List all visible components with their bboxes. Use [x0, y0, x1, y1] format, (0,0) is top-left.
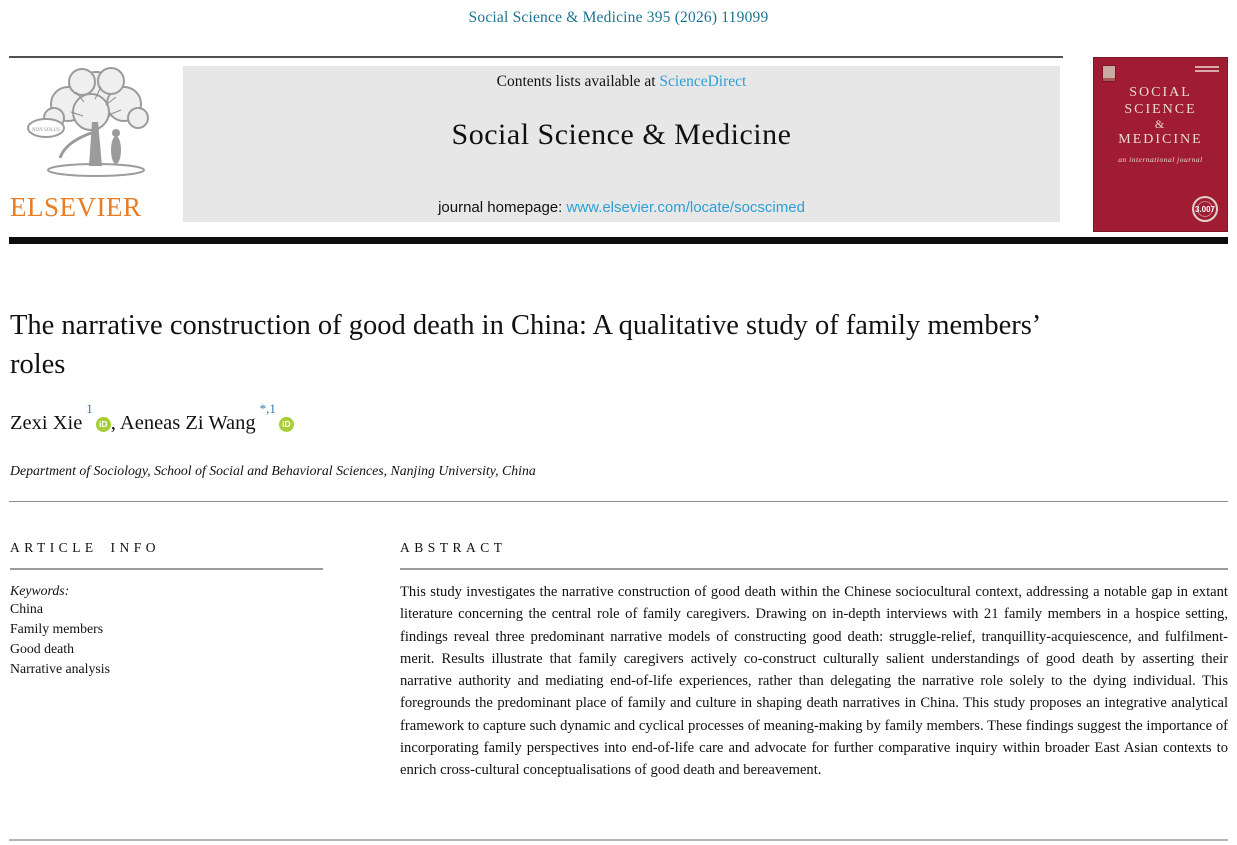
keywords-label: Keywords:: [10, 583, 70, 598]
cover-title: SOCIAL SCIENCE & MEDICINE: [1118, 85, 1203, 147]
affiliation: Department of Sociology, School of Socia…: [10, 463, 536, 478]
top-rule: [9, 56, 1063, 58]
abstract-text: This study investigates the narrative co…: [400, 584, 1228, 779]
homepage-link[interactable]: www.elsevier.com/locate/socscimed: [566, 199, 805, 216]
elsevier-wordmark: ELSEVIER: [10, 192, 142, 222]
homepage-line: journal homepage: www.elsevier.com/locat…: [183, 199, 1060, 216]
author-name: Aeneas Zi Wang: [119, 411, 256, 434]
orcid-icon[interactable]: iD: [95, 416, 111, 432]
logo-motto: NON SOLUS: [32, 128, 60, 133]
section-divider-rule: [9, 501, 1228, 502]
contents-text: Contents lists available at: [496, 73, 660, 90]
journal-cover: SOCIAL SCIENCE & MEDICINE an internation…: [1093, 57, 1228, 232]
journal-name: Social Science & Medicine: [451, 118, 792, 151]
orcid-icon[interactable]: iD: [278, 416, 294, 432]
citation-header: Social Science & Medicine 395 (2026) 119…: [468, 9, 769, 26]
homepage-text: journal homepage:: [438, 199, 567, 216]
sciencedirect-link[interactable]: ScienceDirect: [659, 73, 747, 90]
article-info-heading: ARTICLE INFO: [10, 540, 161, 555]
impact-factor-badge: 3.007: [1192, 196, 1218, 222]
abstract-rule: [400, 568, 1228, 570]
header-divider-bar: [9, 237, 1228, 244]
abstract-section: ABSTRACT This study investigates the nar…: [400, 540, 1228, 782]
cover-issn-mark: [1195, 66, 1219, 74]
author-affiliation-sup: 1: [86, 401, 93, 416]
contents-line: Contents lists available at ScienceDirec…: [183, 73, 1060, 91]
keyword-item: Good death: [10, 641, 74, 656]
article-info-rule: [10, 568, 323, 570]
footer-rule: [9, 839, 1228, 841]
abstract-heading: ABSTRACT: [400, 540, 507, 555]
article-info-section: ARTICLE INFO Keywords: China Family memb…: [10, 540, 323, 679]
author-line: Zexi Xie1iD, Aeneas Zi Wang*,1iD: [10, 401, 294, 435]
author-separator: ,: [110, 411, 120, 434]
author-name: Zexi Xie: [10, 411, 83, 434]
journal-banner: Contents lists available at ScienceDirec…: [183, 66, 1060, 222]
elsevier-tree-icon: NON SOLUS: [27, 67, 149, 177]
cover-subtitle: an international journal: [1118, 155, 1203, 164]
keyword-item: Narrative analysis: [10, 661, 110, 676]
keyword-item: China: [10, 601, 43, 616]
cover-publisher-mark-icon: [1102, 65, 1116, 82]
author-affiliation-sup: *,1: [259, 401, 276, 416]
article-title: The narrative construction of good death…: [10, 310, 1040, 380]
keyword-item: Family members: [10, 621, 104, 636]
elsevier-logo: NON SOLUS ELSEVIER: [10, 62, 182, 224]
